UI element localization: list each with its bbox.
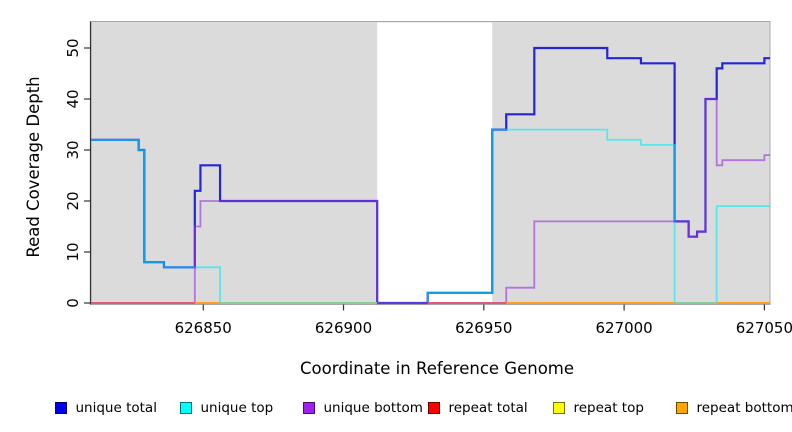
x-tick-label: 626900 — [315, 319, 372, 337]
y-tick-label: 10 — [64, 242, 82, 261]
legend-swatch-repeat-total — [428, 402, 440, 414]
legend-item-repeat-top: repeat top — [553, 399, 644, 417]
legend-label-repeat-top: repeat top — [573, 400, 644, 416]
chart-legend: unique total unique top unique bottom repea… — [0, 399, 792, 419]
y-tick-label: 50 — [64, 38, 82, 57]
legend-label-unique-top: unique top — [200, 400, 274, 416]
series-line-unique-top — [91, 128, 770, 304]
series-line-unique-bottom — [91, 98, 770, 304]
legend-item-unique-top: unique top — [180, 399, 273, 417]
x-tick-label: 627000 — [595, 319, 652, 337]
x-axis-title: Coordinate in Reference Genome — [299, 359, 575, 378]
legend-label-repeat-bottom: repeat bottom — [696, 400, 792, 416]
legend-swatch-unique-top — [180, 402, 192, 414]
x-tick-label: 626850 — [175, 319, 232, 337]
x-tick-label: 626950 — [455, 319, 512, 337]
legend-swatch-unique-bottom — [303, 402, 315, 414]
x-tick-label: 627050 — [736, 319, 792, 337]
legend-label-repeat-total: repeat total — [448, 400, 528, 416]
legend-item-repeat-bottom: repeat bottom — [676, 399, 792, 417]
y-tick-label: 40 — [64, 89, 82, 108]
y-axis-title: Read Coverage Depth — [24, 76, 43, 258]
legend-swatch-unique-total — [55, 402, 67, 414]
legend-item-unique-total: unique total — [55, 399, 157, 417]
legend-item-repeat-total: repeat total — [428, 399, 528, 417]
legend-item-unique-bottom: unique bottom — [303, 399, 423, 417]
legend-swatch-repeat-top — [553, 402, 565, 414]
legend-label-unique-total: unique total — [75, 400, 157, 416]
y-tick-label: 20 — [64, 191, 82, 210]
y-tick-label: 0 — [64, 298, 82, 308]
masked-gap-region — [377, 22, 493, 304]
y-tick-label: 30 — [64, 140, 82, 159]
legend-swatch-repeat-bottom — [676, 402, 688, 414]
legend-label-unique-bottom: unique bottom — [323, 400, 423, 416]
